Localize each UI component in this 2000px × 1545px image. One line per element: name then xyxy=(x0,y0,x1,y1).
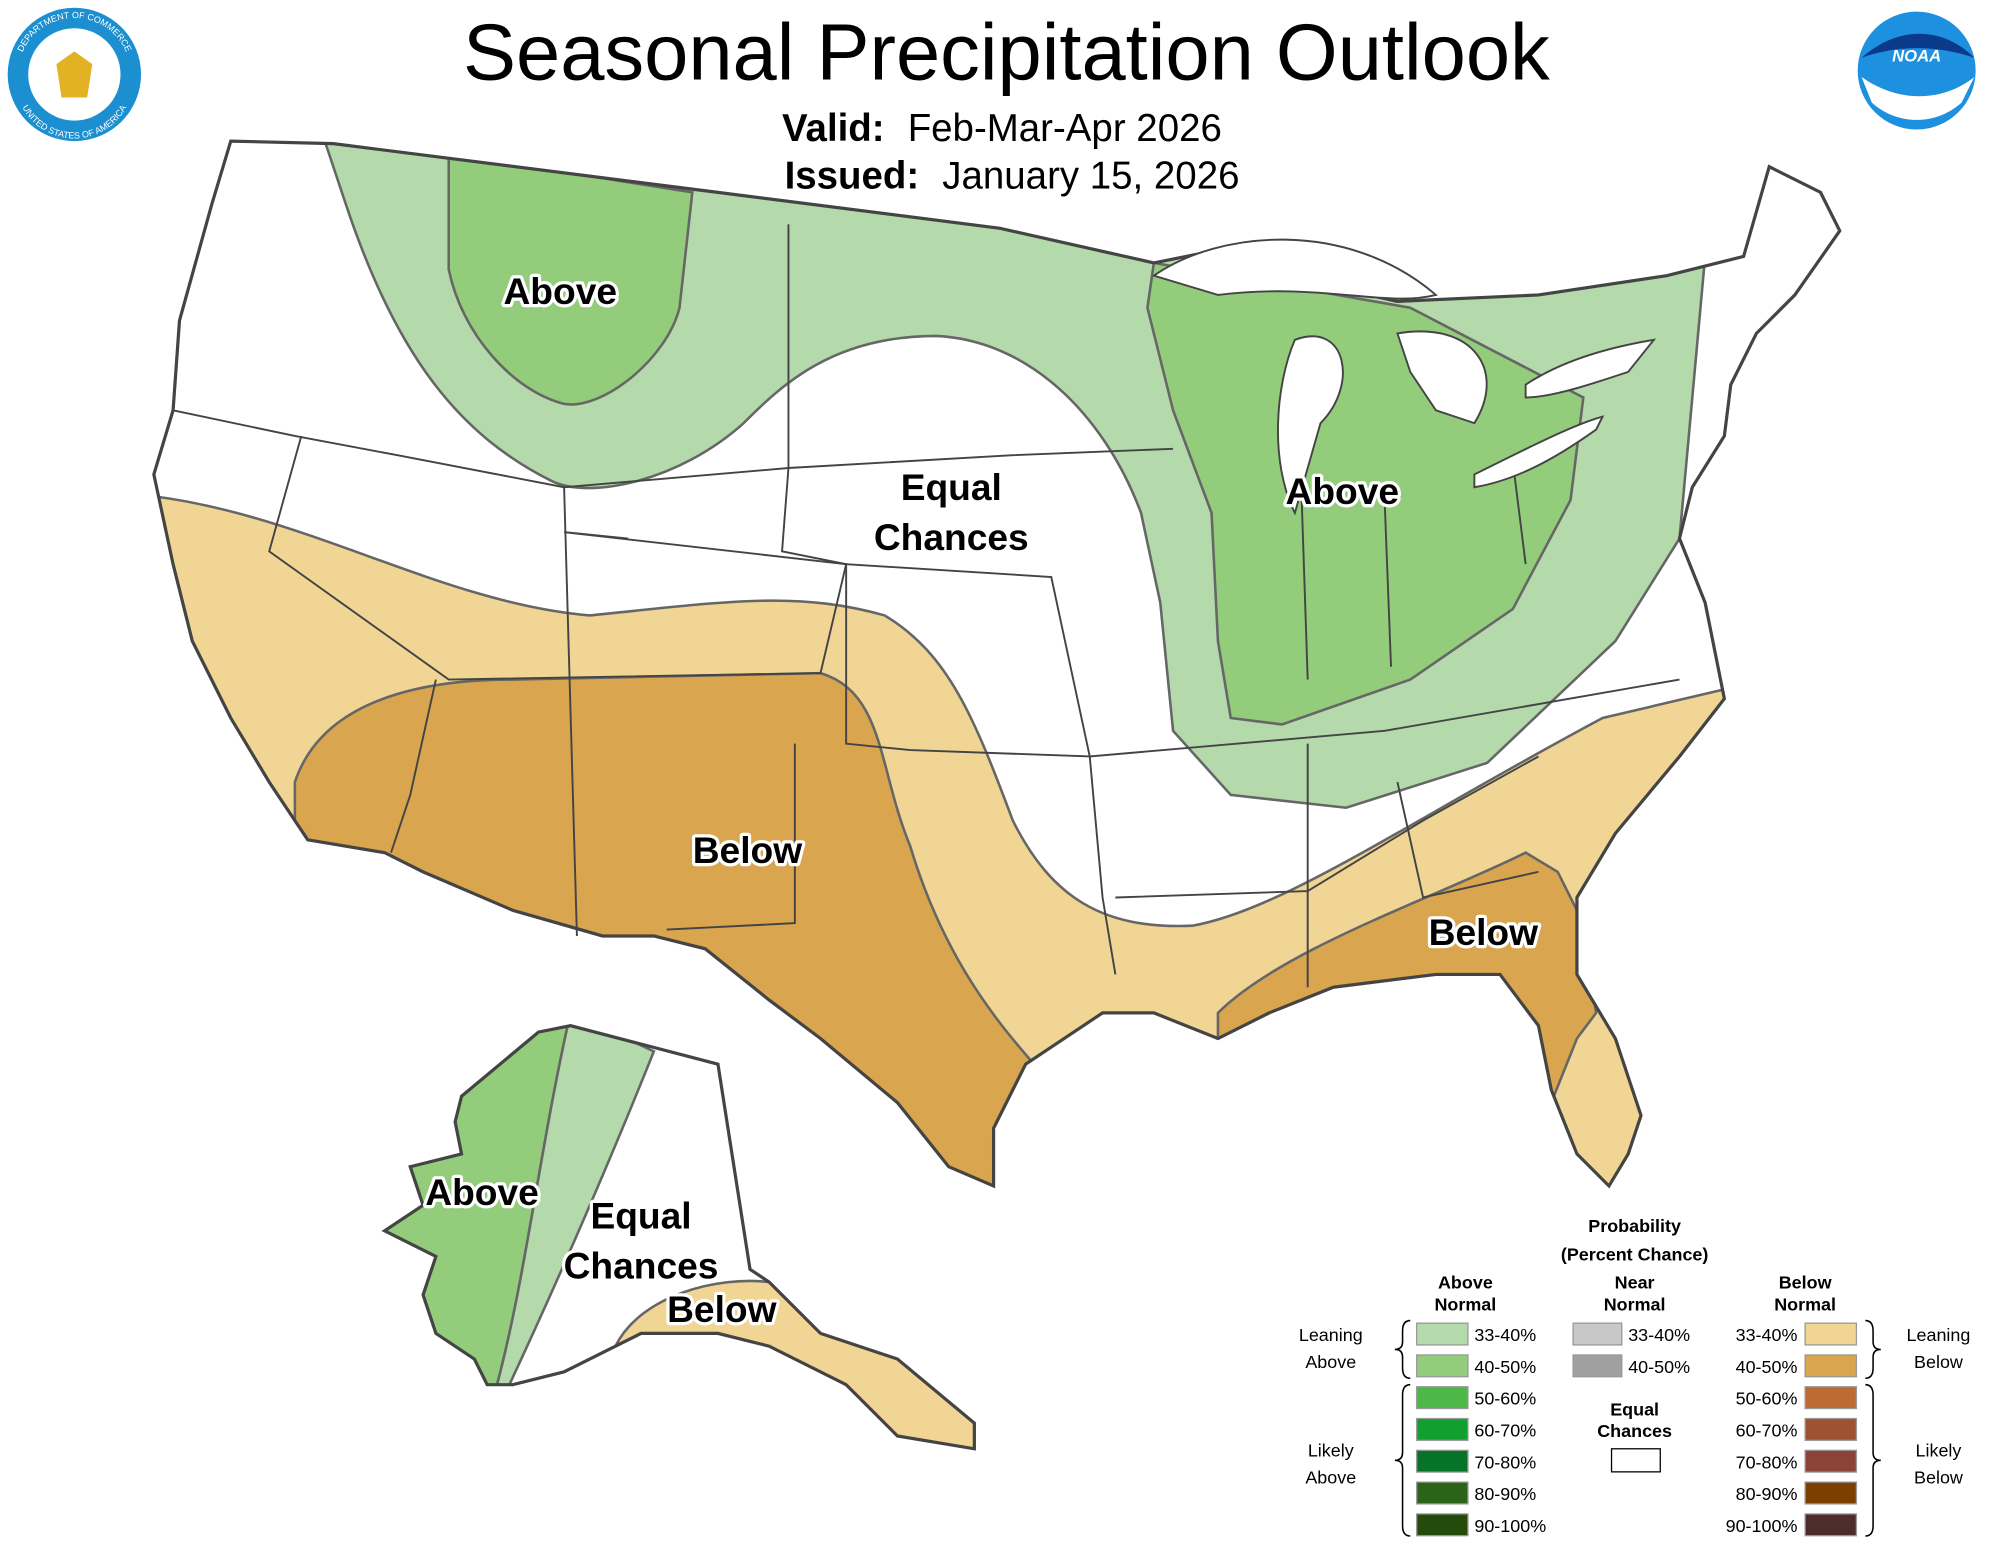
legend-text: 80-90% xyxy=(1474,1484,1536,1504)
noaa-gull xyxy=(1861,33,1975,58)
legend-swatch xyxy=(1416,1449,1469,1473)
legend-text: 50-60% xyxy=(1736,1389,1798,1409)
legend-swatch xyxy=(1572,1322,1623,1346)
legend-text: 70-80% xyxy=(1736,1452,1798,1472)
region-label: Above xyxy=(1286,470,1400,512)
region-label: Below xyxy=(693,829,803,871)
region-label: Equal xyxy=(590,1194,691,1236)
great-lakes xyxy=(1151,238,1657,516)
legend-text: Near xyxy=(1615,1273,1655,1293)
state-lines xyxy=(172,224,1680,988)
legend-text: 50-60% xyxy=(1474,1389,1536,1409)
legend-text: Likely xyxy=(1308,1440,1354,1460)
legend-swatch xyxy=(1610,1448,1661,1473)
legend-text: 90-100% xyxy=(1726,1516,1798,1536)
legend-text: 80-90% xyxy=(1736,1484,1798,1504)
legend-swatch xyxy=(1804,1322,1858,1346)
region-label: Equal xyxy=(901,466,1002,508)
legend-text: Chances xyxy=(1597,1421,1672,1441)
legend-brace xyxy=(1865,1319,1881,1380)
legend-swatch xyxy=(1416,1386,1469,1410)
legend-text: Below xyxy=(1914,1352,1963,1372)
region-labels: Above Equal Chances Above Below Below Above Equ… xyxy=(422,267,1541,1333)
legend-brace xyxy=(1394,1383,1411,1537)
legend-text: Leaning xyxy=(1907,1325,1971,1345)
legend-title: Probability xyxy=(1588,1216,1681,1236)
legend-swatch xyxy=(1572,1354,1623,1378)
issued-value: January 15, 2026 xyxy=(942,155,1239,198)
legend-swatch xyxy=(1804,1417,1858,1441)
legend-swatch xyxy=(1416,1417,1469,1441)
valid-label: Valid: xyxy=(782,107,885,150)
region-label: Chances xyxy=(564,1244,719,1286)
region-label: Below xyxy=(667,1288,777,1330)
legend-swatch xyxy=(1804,1513,1858,1537)
legend: Probability(Percent Chance)AboveNormalNe… xyxy=(1299,1216,1971,1537)
issued-label: Issued: xyxy=(785,155,920,198)
legend-text: 33-40% xyxy=(1736,1325,1798,1345)
valid-value: Feb-Mar-Apr 2026 xyxy=(908,107,1222,150)
legend-text: Above xyxy=(1305,1467,1356,1487)
legend-text: Above xyxy=(1438,1273,1493,1293)
legend-text: 33-40% xyxy=(1628,1325,1690,1345)
legend-text: Above xyxy=(1305,1352,1356,1372)
legend-swatch xyxy=(1416,1513,1469,1537)
region-label: Above xyxy=(503,270,617,312)
legend-text: Normal xyxy=(1604,1294,1666,1314)
legend-swatch xyxy=(1416,1354,1469,1378)
legend-text: 90-100% xyxy=(1474,1516,1546,1536)
legend-text: Below xyxy=(1779,1273,1832,1293)
region-label: Below xyxy=(1429,911,1539,953)
legend-text: 40-50% xyxy=(1474,1357,1536,1377)
legend-swatch xyxy=(1804,1386,1858,1410)
legend-text: 33-40% xyxy=(1474,1325,1536,1345)
legend-text: 60-70% xyxy=(1736,1420,1798,1440)
region-label: Chances xyxy=(874,516,1029,558)
title: Seasonal Precipitation Outlook xyxy=(463,8,1550,97)
legend-swatch xyxy=(1804,1449,1858,1473)
legend-text: 60-70% xyxy=(1474,1420,1536,1440)
legend-text: Likely xyxy=(1916,1440,1962,1460)
doc-seal: DEPARTMENT OF COMMERCE UNITED STATES OF … xyxy=(7,7,142,142)
region-label: Above xyxy=(425,1171,539,1213)
legend-brace xyxy=(1865,1383,1881,1537)
noaa-text: NOAA xyxy=(1892,47,1941,66)
legend-text: Normal xyxy=(1434,1294,1496,1314)
legend-text: 40-50% xyxy=(1736,1357,1798,1377)
noaa-wave xyxy=(1861,76,1975,120)
legend-swatch xyxy=(1416,1322,1469,1346)
legend-text: Normal xyxy=(1774,1294,1836,1314)
legend-swatch xyxy=(1416,1481,1469,1505)
legend-title: (Percent Chance) xyxy=(1561,1244,1709,1264)
legend-text: 40-50% xyxy=(1628,1357,1690,1377)
noaa-logo: NOAA xyxy=(1857,11,1976,130)
legend-text: Equal xyxy=(1610,1399,1659,1419)
seal-shield xyxy=(56,51,93,98)
legend-brace xyxy=(1394,1319,1411,1380)
legend-text: Below xyxy=(1914,1467,1963,1487)
legend-text: 70-80% xyxy=(1474,1452,1536,1472)
legend-swatch xyxy=(1804,1354,1858,1378)
legend-swatch xyxy=(1804,1481,1858,1505)
legend-text: Leaning xyxy=(1299,1325,1363,1345)
